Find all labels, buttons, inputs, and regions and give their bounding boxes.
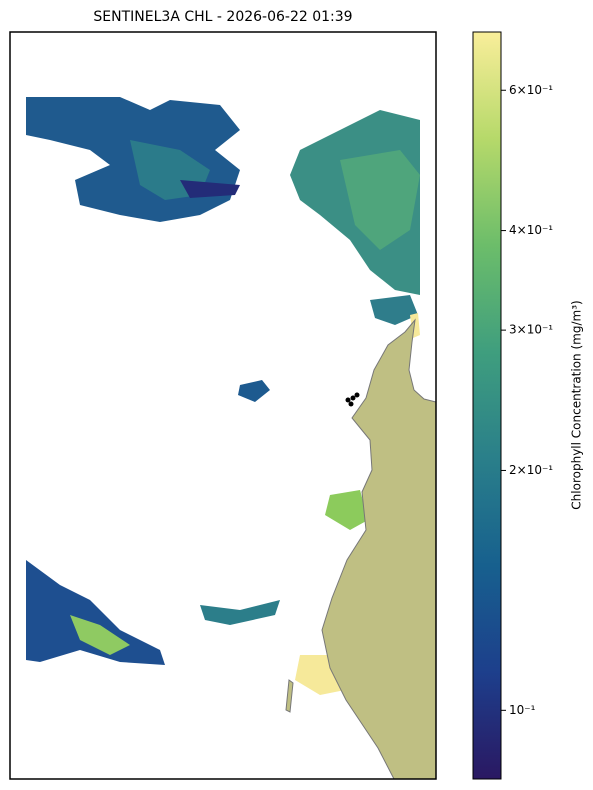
map-area xyxy=(10,32,436,779)
station xyxy=(350,395,356,401)
land xyxy=(321,318,436,779)
chl-patch xyxy=(340,150,420,250)
chl-patch xyxy=(238,380,270,402)
island xyxy=(285,679,294,713)
colorbar-tick-label: 4×10⁻¹ xyxy=(509,223,553,237)
chl-patch xyxy=(70,615,130,655)
station xyxy=(345,397,351,403)
chl-patch xyxy=(200,600,280,625)
station xyxy=(354,392,360,398)
map-title: SENTINEL3A CHL - 2026-06-22 01:39 xyxy=(93,9,352,25)
chl-patch xyxy=(26,560,165,665)
colorbar-tick-label: 10⁻¹ xyxy=(509,703,536,717)
colorbar-tick-label: 2×10⁻¹ xyxy=(509,463,553,477)
chl-patch xyxy=(370,295,418,325)
chl-patch xyxy=(180,180,240,198)
colorbar xyxy=(472,31,502,780)
colorbar-tick-label: 3×10⁻¹ xyxy=(509,323,553,337)
colorbar-tick-label: 6×10⁻¹ xyxy=(509,83,553,97)
chl-patch xyxy=(325,490,368,530)
station xyxy=(348,401,354,407)
map-frame xyxy=(9,31,437,780)
colorbar-label: Chlorophyll Concentration (mg/m³) xyxy=(570,300,584,509)
